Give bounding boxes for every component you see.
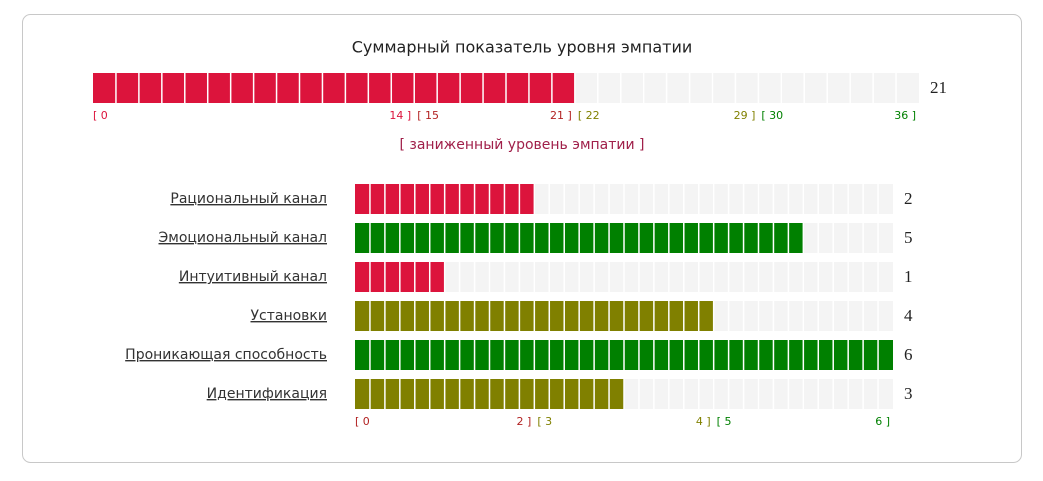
scale-start-label: [ 22: [578, 109, 600, 122]
scale-start-label: [ 3: [537, 415, 552, 428]
row-label[interactable]: Установки: [251, 308, 328, 324]
scale-end-label: 14 ]: [389, 109, 411, 122]
row-value: 2: [904, 189, 913, 208]
scale-end-label: 4 ]: [696, 415, 711, 428]
row-label[interactable]: Эмоциональный канал: [159, 230, 328, 246]
scale-end-label: 21 ]: [550, 109, 572, 122]
scale-end-label: 29 ]: [734, 109, 756, 122]
scale-start-label: [ 0: [355, 415, 370, 428]
scale-end-label: 36 ]: [894, 109, 916, 122]
row-value: 3: [904, 384, 913, 403]
level-label: [ заниженный уровень эмпатии ]: [399, 137, 644, 153]
row-label[interactable]: Интуитивный канал: [179, 269, 327, 285]
row-value: 5: [904, 228, 913, 247]
scale-start-label: [ 15: [417, 109, 439, 122]
title: Суммарный показатель уровня эмпатии: [352, 38, 693, 57]
scale-end-label: 2 ]: [517, 415, 532, 428]
scale-end-label: 6 ]: [875, 415, 890, 428]
row-label[interactable]: Рациональный канал: [170, 191, 327, 207]
scale-start-label: [ 30: [761, 109, 783, 122]
row-label[interactable]: Проникающая способность: [125, 347, 327, 363]
total-value: 21: [930, 78, 947, 97]
bar-fill: [93, 73, 575, 103]
row-value: 1: [904, 267, 913, 286]
scale-start-label: [ 0: [93, 109, 108, 122]
row-label[interactable]: Идентификация: [207, 386, 327, 402]
scale-start-label: [ 5: [717, 415, 732, 428]
row-value: 6: [904, 345, 913, 364]
row-value: 4: [904, 306, 913, 325]
